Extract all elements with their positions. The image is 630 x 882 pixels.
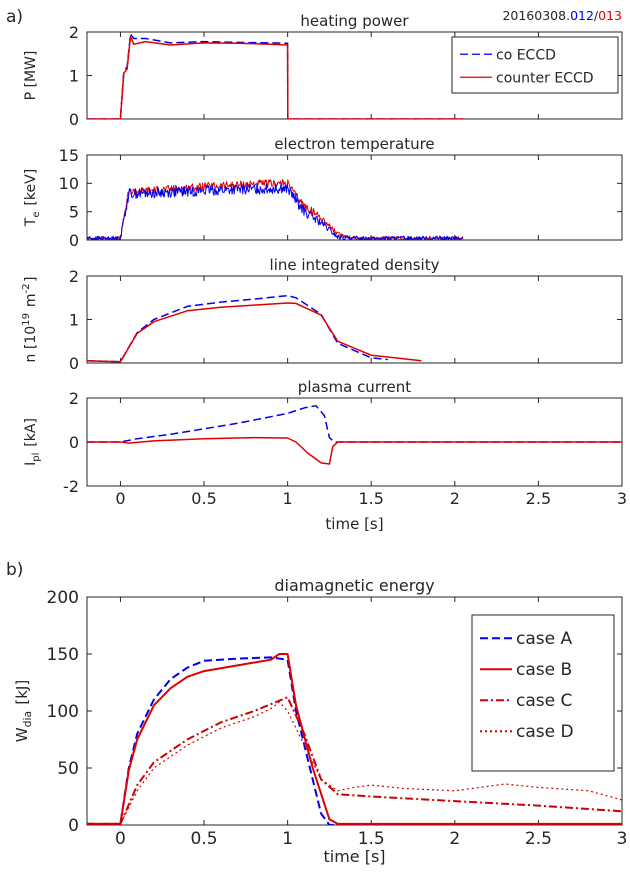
x-tick-label: 1 — [282, 829, 293, 849]
x-axis-label: time [s] — [325, 515, 383, 533]
panel-b-label: b) — [6, 560, 23, 580]
legend-label: counter ECCD — [496, 71, 594, 87]
chart-title: line integrated density — [270, 256, 440, 274]
series-line-s1 — [87, 436, 622, 465]
plots: heating power 0 1 2 P [MW] co ECCD counter ECC… — [13, 12, 627, 866]
series-line-s0 — [87, 404, 622, 443]
y-tick-label: 5 — [69, 202, 79, 221]
y-tick-label: 15 — [59, 146, 79, 165]
legend-box — [471, 614, 615, 772]
series-group — [87, 294, 422, 363]
series-line-s1 — [87, 183, 464, 240]
y-axis-label: Wdia [kJ] — [13, 680, 34, 742]
chart-title: diamagnetic energy — [274, 576, 434, 595]
shot-label: 20160308.012/013 — [502, 8, 622, 23]
x-tick-label: 2 — [450, 489, 460, 508]
chart-line-integrated-density: line integrated density 0 1 2 n [1019 m-2 ] — [21, 256, 623, 373]
legend: case A case B case C case D — [471, 614, 615, 772]
chart-heating-power: heating power 0 1 2 P [MW] co ECCD counter ECC… — [23, 12, 623, 129]
x-tick-label: 0 — [115, 489, 125, 508]
shot-label-prefix: 20160308. — [502, 8, 570, 23]
series-line-s1 — [87, 302, 422, 363]
y-axis-label: n [1019 m-2 ] — [21, 277, 39, 363]
series-line-case-d — [87, 701, 622, 825]
y-tick-label: -2 — [63, 477, 79, 496]
series-line-case-b — [87, 653, 622, 825]
axes-box — [86, 154, 623, 241]
y-tick-label: 1 — [69, 310, 79, 329]
y-tick-label: 50 — [57, 759, 79, 779]
y-tick-label: 0 — [69, 433, 79, 452]
x-tick-label: 0 — [115, 829, 126, 849]
x-tick-label: 1.5 — [358, 489, 383, 508]
shot-label-sep: / — [594, 8, 599, 23]
series-line-case-c — [87, 696, 622, 825]
series-group — [87, 179, 464, 240]
legend-label: co ECCD — [496, 48, 556, 64]
shot-label-co: 012 — [570, 8, 594, 23]
shot-label-counter: 013 — [598, 8, 622, 23]
x-tick-label: 1.5 — [358, 829, 385, 849]
panel-a-label: a) — [6, 7, 23, 27]
series-line-co-eccd — [87, 33, 464, 119]
legend-label: case A — [516, 629, 572, 649]
y-axis-label: Te [keV] — [23, 169, 42, 227]
chart-title: plasma current — [298, 378, 411, 396]
chart-plasma-current: plasma current -2 0 2 0 0.5 1 1.5 2 2.5 3 time [s] I… — [23, 378, 627, 533]
chart-title: heating power — [300, 12, 409, 30]
y-tick-label: 100 — [47, 702, 79, 722]
x-tick-label: 2.5 — [526, 489, 551, 508]
x-axis-label: time [s] — [323, 847, 385, 866]
y-axis-label: Ipl [kA] — [23, 418, 42, 466]
y-tick-label: 10 — [59, 174, 79, 193]
y-tick-label: 0 — [68, 816, 79, 836]
y-tick-label: 150 — [47, 645, 79, 665]
x-tick-label: 3 — [617, 829, 628, 849]
y-tick-label: 2 — [69, 23, 79, 42]
y-tick-label: 2 — [69, 389, 79, 408]
y-tick-label: 0 — [69, 231, 79, 250]
series-line-counter-eccd — [87, 35, 464, 119]
series-group — [87, 653, 622, 825]
chart-electron-temperature: electron temperature 0 5 10 15 Te [keV] — [23, 135, 623, 250]
legend-label: case D — [516, 722, 574, 742]
x-tick-label: 0.5 — [191, 829, 218, 849]
legend-label: case B — [516, 660, 572, 680]
y-tick-label: 1 — [69, 66, 79, 85]
y-tick-label: 200 — [47, 588, 79, 608]
y-axis-label: P [MW] — [23, 51, 39, 101]
x-tick-label: 2 — [449, 829, 460, 849]
legend: co ECCD counter ECCD — [451, 36, 619, 94]
x-tick-label: 3 — [617, 489, 627, 508]
series-group — [87, 33, 464, 119]
legend-label: case C — [516, 691, 572, 711]
x-tick-label: 0.5 — [191, 489, 216, 508]
legend-box — [451, 36, 619, 94]
x-tick-label: 2.5 — [525, 829, 552, 849]
series-line-case-a — [87, 656, 405, 825]
chart-title: electron temperature — [274, 135, 434, 153]
y-tick-label: 0 — [69, 354, 79, 373]
y-tick-label: 2 — [69, 267, 79, 286]
series-group — [87, 404, 622, 465]
y-tick-label: 0 — [69, 110, 79, 129]
x-tick-label: 1 — [283, 489, 293, 508]
chart-diamagnetic-energy: diamagnetic energy 0 50 100 150 200 0 0.5 1 1.5 2 2… — [13, 576, 627, 866]
